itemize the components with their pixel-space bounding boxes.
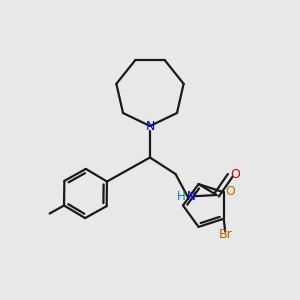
Text: N: N — [187, 190, 196, 203]
Text: O: O — [230, 168, 240, 182]
Text: Br: Br — [218, 228, 232, 241]
Text: H: H — [177, 190, 186, 203]
Text: O: O — [225, 185, 235, 198]
Text: N: N — [145, 119, 155, 133]
